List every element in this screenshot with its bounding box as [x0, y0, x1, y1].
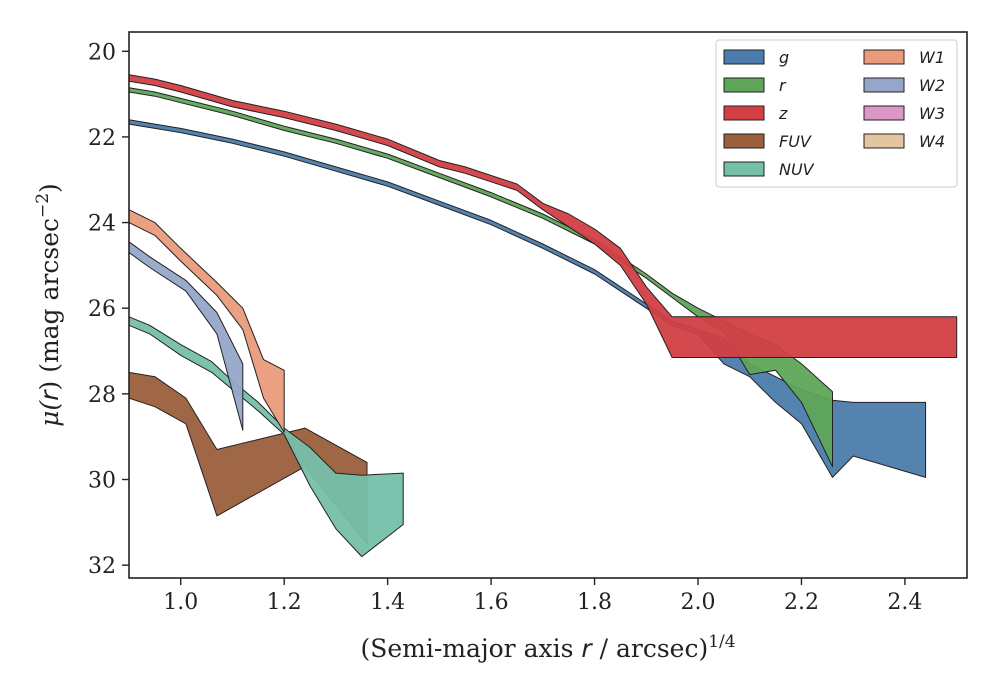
legend-label-w1: W1 — [919, 48, 945, 67]
legend-label-w2: W2 — [919, 76, 945, 95]
legend-swatch-w1 — [863, 49, 905, 65]
x-tick-label: 2.4 — [887, 590, 922, 615]
band-g — [128, 119, 927, 478]
legend-swatch-w3 — [863, 105, 905, 121]
x-tick-label: 1.0 — [163, 590, 198, 615]
legend-label-r: r — [779, 76, 787, 95]
legend-swatch-w4 — [863, 133, 905, 149]
band-w2 — [128, 241, 244, 431]
legend-swatch-w2 — [863, 77, 905, 93]
y-tick-label: 32 — [88, 554, 116, 579]
legend: grz FUV NUV W1 W2 W3 W4 — [715, 39, 958, 188]
legend-box — [715, 39, 958, 188]
x-tick-label: 1.2 — [267, 590, 302, 615]
x-axis-ticks: 1.0 1.2 1.4 1.6 1.8 2.0 2.2 2.4 — [163, 578, 922, 615]
band-nuv — [128, 316, 404, 558]
legend-label-g: g — [779, 48, 789, 67]
legend-label-w4: W4 — [919, 132, 945, 151]
legend-label-z: z — [778, 104, 788, 123]
y-tick-label: 30 — [88, 469, 116, 494]
x-tick-label: 1.8 — [577, 590, 612, 615]
y-tick-label: 28 — [88, 383, 116, 408]
band-r — [128, 87, 833, 468]
x-tick-label: 2.2 — [784, 590, 819, 615]
y-axis-label: μ(r) (mag arcsec−2) — [33, 183, 64, 427]
profile-bands — [128, 74, 958, 558]
y-tick-label: 26 — [88, 297, 116, 322]
legend-label-nuv: NUV — [779, 160, 815, 179]
x-tick-label: 1.4 — [370, 590, 405, 615]
band-w1 — [128, 209, 285, 433]
legend-label-fuv: FUV — [779, 132, 812, 151]
y-tick-label: 20 — [88, 40, 116, 65]
legend-swatch-z — [723, 105, 765, 121]
legend-swatch-nuv — [723, 161, 765, 177]
legend-swatch-r — [723, 77, 765, 93]
legend-swatch-g — [723, 49, 765, 65]
x-tick-label: 2.0 — [681, 590, 716, 615]
band-z — [128, 74, 958, 358]
legend-swatch-fuv — [723, 133, 765, 149]
y-tick-label: 22 — [88, 126, 116, 151]
y-tick-label: 24 — [88, 212, 116, 237]
x-tick-label: 1.6 — [474, 590, 509, 615]
x-axis-label: (Semi-major axis r / arcsec)1/4 — [360, 632, 735, 663]
legend-label-w3: W3 — [919, 104, 945, 123]
y-axis-ticks: 20 22 24 26 28 30 32 — [88, 40, 129, 579]
plot-frame — [128, 31, 968, 579]
